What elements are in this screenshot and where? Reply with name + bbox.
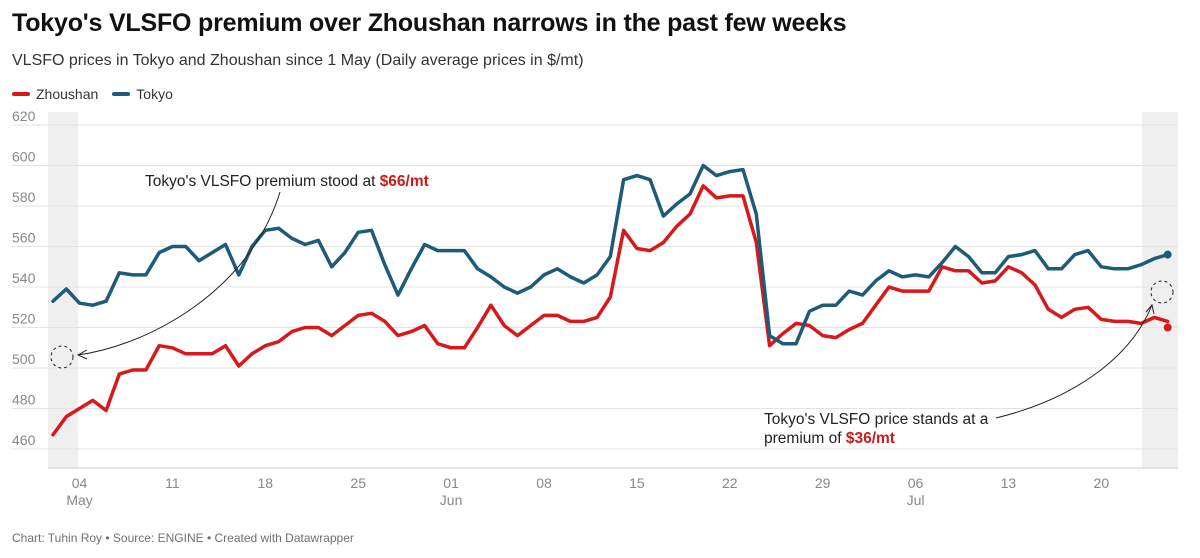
- legend-label-zhoushan: Zhoushan: [36, 86, 99, 102]
- y-tick-label: 520: [12, 311, 36, 327]
- annotations: Tokyo's VLSFO premium stood at $66/mt To…: [50, 173, 1174, 447]
- annotation-right-arrowhead: [1145, 303, 1155, 315]
- chart-subtitle: VLSFO prices in Tokyo and Zhoushan since…: [12, 52, 584, 69]
- legend-item-tokyo: Tokyo: [112, 86, 173, 102]
- annotation-right-highlight: $36/mt: [846, 430, 895, 447]
- annotation-right-text: premium of: [764, 430, 846, 447]
- x-tick-label: 29: [815, 475, 831, 491]
- chart-footer: Chart: Tuhin Roy • Source: ENGINE • Crea…: [12, 531, 354, 545]
- legend-label-tokyo: Tokyo: [136, 86, 173, 102]
- x-tick-label: 25: [350, 475, 366, 491]
- x-tick-label: 15: [629, 475, 645, 491]
- y-tick-label: 580: [12, 189, 36, 205]
- y-tick-label: 620: [12, 108, 36, 124]
- x-tick-month: Jul: [907, 492, 925, 508]
- annotation-right-circle: [1150, 280, 1174, 304]
- chart-title: Tokyo's VLSFO premium over Zhoushan narr…: [12, 9, 847, 37]
- endpoint-tokyo: [1163, 250, 1172, 259]
- x-tick-label: 18: [258, 475, 274, 491]
- x-tick-label: 01: [443, 475, 459, 491]
- annotation-left-highlight: $66/mt: [380, 173, 429, 190]
- x-tick-month: May: [66, 492, 92, 508]
- annotation-left-text: Tokyo's VLSFO premium stood at: [145, 173, 380, 190]
- series-line-zhoushan: [51, 184, 1170, 437]
- x-tick-label: 08: [536, 475, 552, 491]
- x-tick-label: 04: [72, 475, 88, 491]
- y-tick-label: 500: [12, 351, 36, 367]
- x-tick-label: 11: [165, 475, 180, 491]
- x-tick-label: 06: [908, 475, 924, 491]
- x-tick-label: 13: [1001, 475, 1017, 491]
- annotation-right-line1: Tokyo's VLSFO price stands at a: [764, 411, 989, 428]
- legend-swatch-tokyo: [112, 92, 131, 96]
- series-lines: [51, 163, 1172, 437]
- series-line-tokyo: [51, 163, 1170, 346]
- x-tick-month: Jun: [440, 492, 463, 508]
- annotation-right-line2: premium of $36/mt: [764, 430, 895, 447]
- x-tick-label: 22: [722, 475, 738, 491]
- y-axis: 460 480 500 520 540 560 580 600 620: [12, 108, 36, 448]
- annotation-right-arrow: [995, 304, 1153, 419]
- annotation-left: Tokyo's VLSFO premium stood at $66/mt: [145, 173, 429, 190]
- y-tick-label: 460: [12, 432, 36, 448]
- y-tick-label: 480: [12, 392, 36, 408]
- annotation-left-arrow: [77, 191, 281, 356]
- annotation-left-circle: [50, 345, 74, 369]
- x-tick-label: 20: [1094, 475, 1110, 491]
- legend-swatch-zhoushan: [12, 92, 30, 96]
- y-tick-label: 600: [12, 149, 36, 165]
- legend-item-zhoushan: Zhoushan: [12, 86, 98, 102]
- endpoint-zhoushan: [1163, 323, 1172, 332]
- y-tick-label: 560: [12, 230, 36, 246]
- legend: Zhoushan Tokyo: [12, 86, 173, 102]
- y-tick-label: 540: [12, 270, 36, 286]
- gridlines: [12, 124, 1178, 469]
- annotation-left-arrowhead: [76, 349, 88, 360]
